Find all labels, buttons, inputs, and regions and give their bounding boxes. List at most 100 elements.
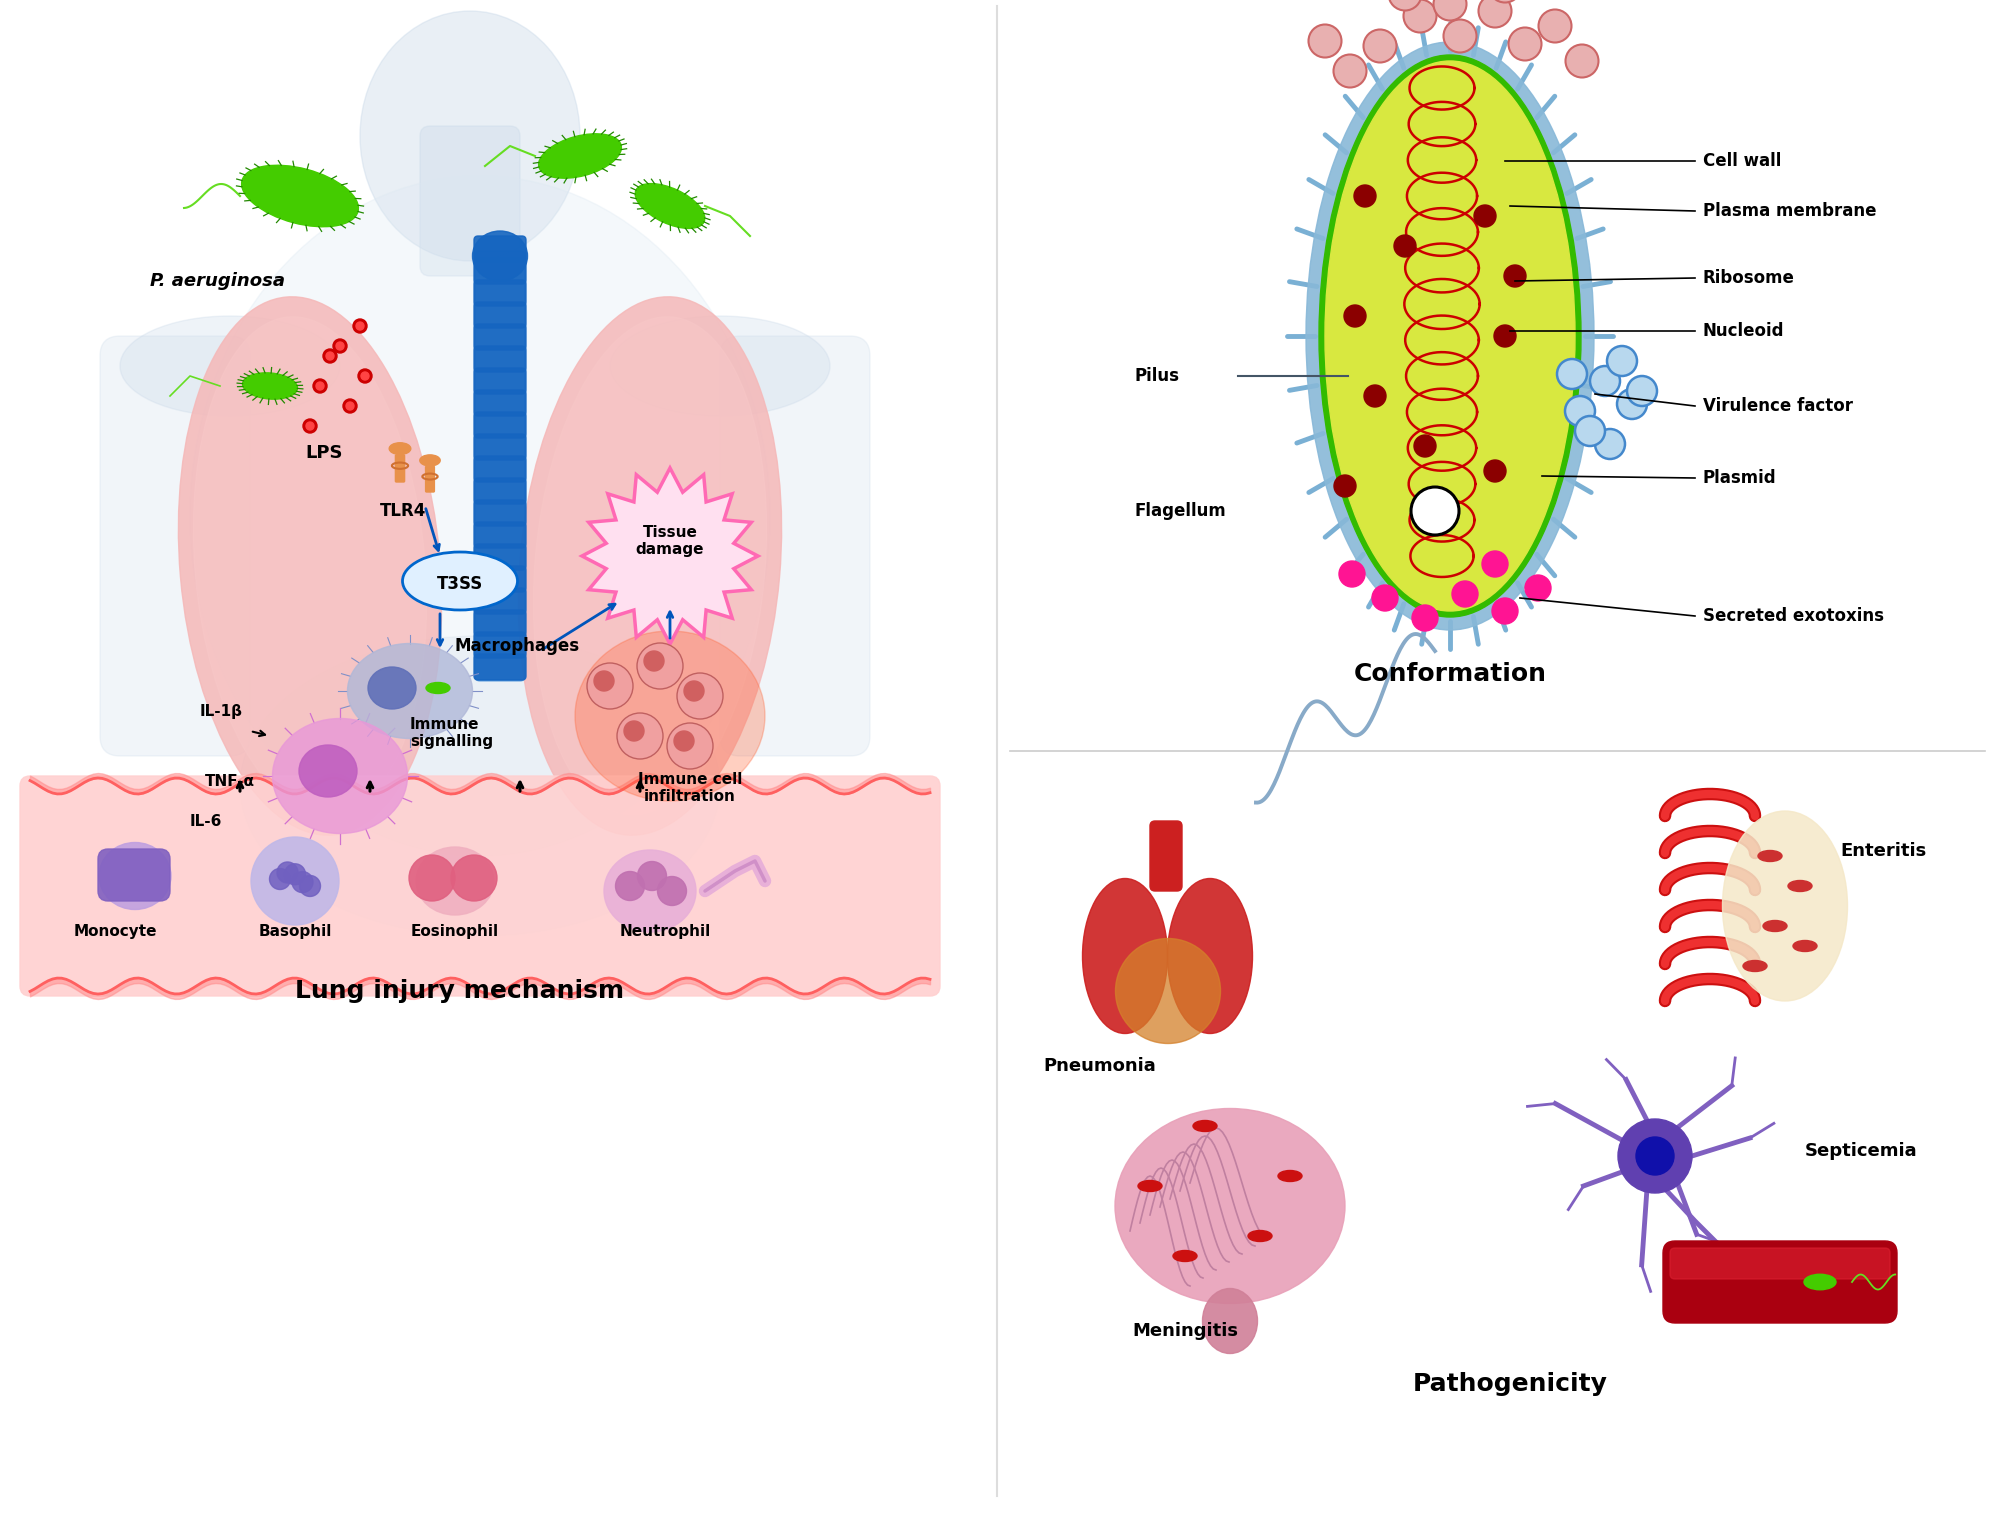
FancyBboxPatch shape	[475, 588, 526, 614]
Text: Flagellum: Flagellum	[1135, 502, 1226, 520]
Ellipse shape	[1202, 1289, 1258, 1354]
Ellipse shape	[604, 850, 696, 932]
Circle shape	[313, 379, 327, 393]
Circle shape	[277, 863, 297, 882]
Circle shape	[343, 399, 357, 412]
FancyBboxPatch shape	[475, 258, 526, 283]
Text: Ribosome: Ribosome	[1703, 268, 1795, 287]
Text: Lung injury mechanism: Lung injury mechanism	[295, 979, 624, 1004]
Circle shape	[1452, 581, 1478, 606]
Circle shape	[359, 368, 373, 384]
Circle shape	[644, 650, 664, 672]
Circle shape	[1364, 385, 1386, 406]
Circle shape	[1364, 29, 1396, 62]
Text: Plasmid: Plasmid	[1703, 468, 1777, 487]
Circle shape	[1474, 205, 1496, 227]
Ellipse shape	[610, 315, 830, 415]
FancyBboxPatch shape	[100, 337, 249, 756]
Circle shape	[1488, 0, 1521, 3]
Ellipse shape	[1139, 1181, 1163, 1192]
Text: Immune
signalling: Immune signalling	[411, 717, 493, 749]
Ellipse shape	[1168, 878, 1252, 1034]
Ellipse shape	[1793, 940, 1817, 952]
FancyBboxPatch shape	[475, 522, 526, 547]
Text: Enteritis: Enteritis	[1840, 841, 1926, 860]
Circle shape	[1595, 429, 1625, 459]
Text: Pathogenicity: Pathogenicity	[1412, 1372, 1607, 1396]
Circle shape	[1565, 396, 1595, 426]
FancyBboxPatch shape	[475, 368, 526, 394]
FancyBboxPatch shape	[475, 544, 526, 570]
Text: Eosinophil: Eosinophil	[411, 923, 498, 938]
Text: Pneumonia: Pneumonia	[1043, 1057, 1157, 1075]
Text: TLR4: TLR4	[381, 502, 427, 520]
Circle shape	[1372, 585, 1398, 611]
Circle shape	[1414, 435, 1436, 456]
FancyBboxPatch shape	[475, 252, 524, 681]
Circle shape	[586, 662, 632, 709]
FancyBboxPatch shape	[1151, 822, 1182, 891]
Ellipse shape	[427, 682, 451, 693]
Ellipse shape	[347, 643, 473, 738]
Text: Conformation: Conformation	[1354, 662, 1547, 687]
Circle shape	[357, 321, 365, 330]
Text: Neutrophil: Neutrophil	[620, 923, 710, 938]
Circle shape	[303, 418, 317, 434]
Circle shape	[451, 855, 497, 901]
FancyBboxPatch shape	[475, 412, 526, 438]
Circle shape	[1344, 305, 1366, 327]
Circle shape	[337, 343, 345, 350]
Ellipse shape	[241, 165, 359, 227]
Circle shape	[1492, 597, 1517, 625]
FancyBboxPatch shape	[475, 302, 526, 327]
Circle shape	[1334, 55, 1366, 88]
Ellipse shape	[532, 317, 766, 816]
FancyBboxPatch shape	[475, 434, 526, 459]
Circle shape	[684, 681, 704, 700]
FancyBboxPatch shape	[421, 126, 520, 276]
Text: Meningitis: Meningitis	[1133, 1322, 1238, 1340]
FancyBboxPatch shape	[475, 653, 526, 681]
Text: Plasma membrane: Plasma membrane	[1703, 202, 1876, 220]
Circle shape	[333, 340, 347, 353]
Circle shape	[1434, 0, 1466, 21]
Text: P. aeruginosa: P. aeruginosa	[150, 271, 285, 290]
Circle shape	[674, 731, 694, 750]
Circle shape	[361, 371, 369, 381]
Circle shape	[1444, 20, 1476, 53]
FancyBboxPatch shape	[475, 565, 526, 593]
Circle shape	[315, 382, 323, 390]
Circle shape	[251, 837, 339, 925]
FancyBboxPatch shape	[98, 849, 169, 901]
Ellipse shape	[421, 455, 441, 465]
Ellipse shape	[120, 315, 341, 415]
Ellipse shape	[193, 317, 427, 816]
Ellipse shape	[1172, 1251, 1196, 1261]
FancyBboxPatch shape	[395, 455, 405, 482]
Circle shape	[285, 864, 305, 885]
Ellipse shape	[299, 744, 357, 797]
Ellipse shape	[636, 183, 704, 229]
FancyBboxPatch shape	[475, 324, 526, 350]
Text: LPS: LPS	[305, 444, 343, 462]
Ellipse shape	[1115, 1108, 1346, 1304]
Ellipse shape	[574, 631, 766, 800]
Text: Immune cell
infiltration: Immune cell infiltration	[638, 772, 742, 803]
FancyBboxPatch shape	[475, 236, 526, 262]
Circle shape	[1607, 346, 1637, 376]
Ellipse shape	[361, 11, 580, 261]
FancyBboxPatch shape	[1663, 1242, 1896, 1323]
Circle shape	[1635, 1137, 1675, 1175]
Ellipse shape	[1278, 1170, 1302, 1181]
Circle shape	[1617, 1119, 1693, 1193]
Circle shape	[638, 861, 666, 890]
Circle shape	[347, 402, 355, 409]
Text: Secreted exotoxins: Secreted exotoxins	[1703, 606, 1884, 625]
FancyBboxPatch shape	[475, 456, 526, 482]
Circle shape	[636, 643, 684, 688]
Ellipse shape	[239, 637, 720, 935]
Circle shape	[1478, 0, 1511, 27]
Circle shape	[269, 869, 291, 890]
FancyBboxPatch shape	[425, 467, 435, 493]
Circle shape	[1394, 235, 1416, 258]
